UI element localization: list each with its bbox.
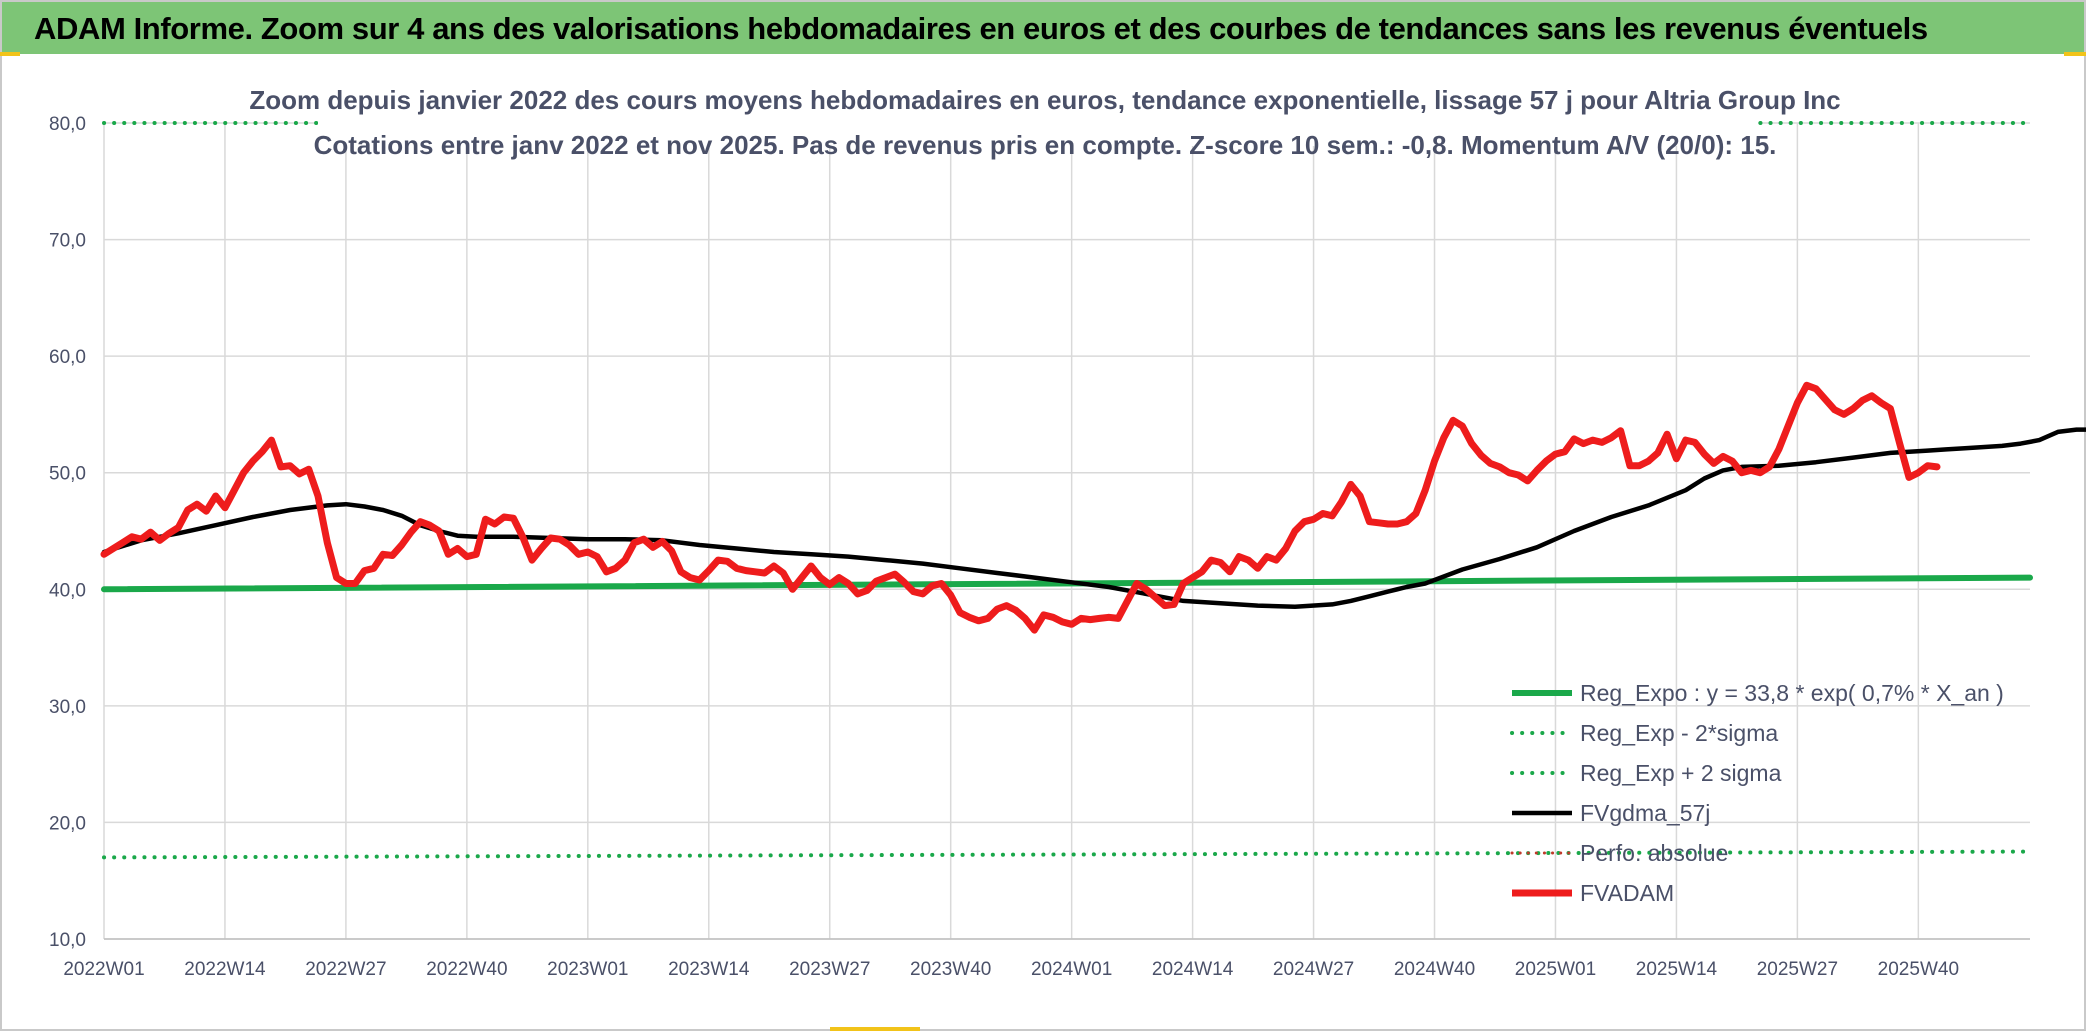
x-tick-label: 2024W14: [1152, 959, 1234, 980]
x-tick-label: 2024W01: [1031, 959, 1112, 980]
y-tick-label: 20,0: [49, 813, 86, 834]
y-tick-label: 50,0: [49, 464, 86, 485]
series-line-fvadam-5: [100, 381, 1941, 634]
report-banner-title: ADAM Informe. Zoom sur 4 ans des valoris…: [2, 2, 2084, 54]
x-tick-label: 2023W14: [668, 959, 750, 980]
x-tick-label: 2025W40: [1878, 959, 1959, 980]
x-tick-label: 2023W40: [910, 959, 991, 980]
y-tick-label: 80,0: [49, 114, 86, 135]
legend: Reg_Expo : y = 33,8 * exp( 0,7% * X_an )…: [1510, 680, 2004, 906]
chart-title: Zoom depuis janvier 2022 des cours moyen…: [249, 85, 1840, 115]
title-backdrop: [318, 80, 1758, 146]
x-tick-label: 2022W14: [184, 959, 266, 980]
y-tick-label: 40,0: [49, 580, 86, 601]
x-tick-label: 2024W27: [1273, 959, 1354, 980]
accent-bar-right: [2064, 52, 2086, 56]
series-layer: [100, 121, 2086, 860]
legend-label-5: FVADAM: [1580, 880, 1674, 906]
x-tick-label: 2022W01: [63, 959, 144, 980]
legend-label-0: Reg_Expo : y = 33,8 * exp( 0,7% * X_an ): [1580, 680, 2004, 706]
axis-layer: 10,0 20,0 30,0 40,0 50,0 60,0 70,0 80,0 2022W01 2…: [49, 114, 2030, 980]
y-tick-label: 70,0: [49, 231, 86, 252]
accent-bar-bottom: [830, 1027, 920, 1031]
x-tick-label: 2024W40: [1394, 959, 1475, 980]
x-tick-label: 2023W01: [547, 959, 628, 980]
legend-label-3: FVgdma_57j: [1580, 800, 1710, 826]
legend-label-4: Perfo. absolue: [1580, 840, 1728, 866]
y-tick-label: 10,0: [49, 930, 86, 951]
series-line-sigma_lines-1: [102, 849, 2032, 860]
chart-subtitle: Cotations entre janv 2022 et nov 2025. P…: [314, 130, 1777, 160]
x-tick-label: 2022W27: [305, 959, 386, 980]
y-tick-label: 30,0: [49, 697, 86, 718]
legend-label-1: Reg_Exp - 2*sigma: [1580, 720, 1778, 746]
x-tick-label: 2025W01: [1515, 959, 1596, 980]
accent-bar-left: [0, 52, 20, 56]
x-tick-label: 2025W14: [1636, 959, 1718, 980]
grid-layer: [103, 122, 2030, 940]
x-tick-label: 2023W27: [789, 959, 870, 980]
x-tick-label: 2022W40: [426, 959, 507, 980]
x-tick-label: 2025W27: [1757, 959, 1838, 980]
y-tick-label: 60,0: [49, 347, 86, 368]
legend-label-2: Reg_Exp + 2 sigma: [1580, 760, 1782, 786]
